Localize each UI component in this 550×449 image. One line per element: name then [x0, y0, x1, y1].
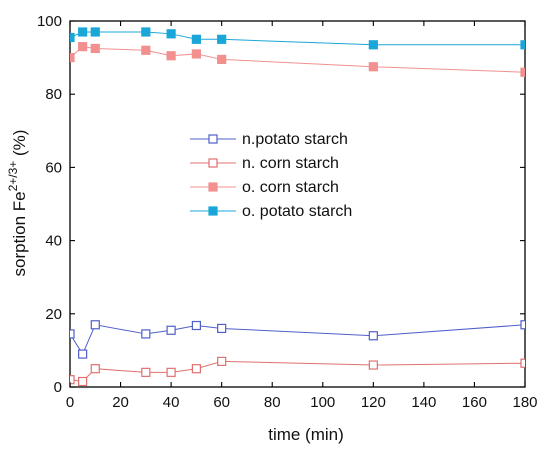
data-point: [166, 367, 176, 377]
data-point: [141, 27, 151, 37]
x-tick-label: 20: [112, 394, 129, 411]
series-layer: [70, 27, 525, 387]
legend-marker: [208, 134, 218, 144]
x-tick-label: 100: [310, 394, 335, 411]
series-1: [70, 356, 525, 387]
data-point: [368, 331, 378, 341]
data-point: [78, 376, 88, 387]
series-line: [70, 31, 525, 46]
legend-label: n. corn starch: [242, 155, 339, 172]
x-axis-title: time (min): [268, 425, 344, 444]
series-2: [70, 42, 525, 77]
series-line: [70, 360, 525, 383]
legend: n.potato starch n. corn starch o. corn sta…: [190, 131, 352, 220]
y-axis-title-sup: 2+/3+: [6, 161, 20, 192]
data-point: [217, 54, 227, 65]
data-point: [217, 356, 227, 366]
plot-frame: [69, 20, 526, 388]
x-tick-label: 80: [264, 394, 281, 411]
data-point: [520, 40, 525, 50]
plot-area: [69, 20, 526, 388]
x-tick-label: 120: [361, 394, 386, 411]
legend-label: n.potato starch: [242, 131, 348, 148]
data-point: [191, 34, 201, 44]
data-point: [70, 329, 75, 339]
data-point: [368, 62, 378, 72]
data-point: [520, 67, 525, 77]
y-tick-label: 100: [37, 13, 62, 30]
legend-entry: n. corn starch: [190, 155, 339, 172]
series-line: [70, 46, 525, 73]
data-point: [78, 349, 88, 359]
data-point: [191, 49, 201, 59]
data-point: [90, 27, 100, 37]
data-point: [191, 364, 201, 374]
data-point: [90, 364, 100, 374]
legend-label: o. corn starch: [242, 179, 339, 196]
data-point: [520, 358, 525, 368]
legend-entry: o. potato starch: [190, 203, 352, 220]
x-tick-label: 140: [411, 394, 436, 411]
data-point: [191, 320, 201, 331]
data-point: [70, 52, 75, 63]
y-axis-title: sorption Fe2+/3+ (%): [6, 130, 29, 277]
data-point: [78, 42, 88, 52]
axes-layer: 0 20 40 60 80 100 120 140 160 180 0 20 40 60 80 100: [37, 13, 538, 411]
data-point: [368, 360, 378, 370]
data-point: [141, 367, 151, 377]
data-point: [166, 325, 176, 335]
series-3: [70, 27, 525, 50]
data-point: [90, 43, 100, 54]
series-line: [70, 324, 525, 356]
legend-entry: o. corn starch: [190, 179, 339, 196]
x-tick-label: 0: [66, 394, 74, 411]
data-point: [141, 45, 151, 55]
legend-entry: n.potato starch: [190, 131, 348, 148]
data-point: [70, 375, 75, 385]
data-point: [368, 40, 378, 50]
y-tick-label: 80: [45, 86, 62, 103]
x-tick-label: 180: [512, 394, 537, 411]
data-point: [217, 34, 227, 44]
x-tick-label: 60: [213, 394, 230, 411]
series-0: [70, 320, 525, 359]
data-point: [217, 323, 227, 334]
y-tick-label: 60: [45, 159, 62, 176]
data-point: [90, 320, 100, 330]
data-point: [70, 32, 75, 43]
data-point: [141, 329, 151, 339]
data-point: [166, 29, 176, 39]
data-point: [520, 320, 525, 330]
y-axis-title-tail: (%): [10, 130, 29, 161]
y-tick-label: 0: [54, 379, 62, 396]
y-tick-label: 40: [45, 233, 62, 250]
data-point: [78, 27, 88, 37]
legend-marker: [208, 158, 218, 168]
data-point: [166, 51, 176, 61]
x-tick-label: 160: [462, 394, 487, 411]
legend-label: o. potato starch: [242, 203, 352, 220]
x-tick-label: 40: [163, 394, 180, 411]
y-axis-title-base: sorption Fe: [10, 191, 29, 276]
legend-marker: [208, 206, 218, 216]
y-tick-label: 20: [45, 306, 62, 323]
legend-marker: [208, 182, 218, 192]
